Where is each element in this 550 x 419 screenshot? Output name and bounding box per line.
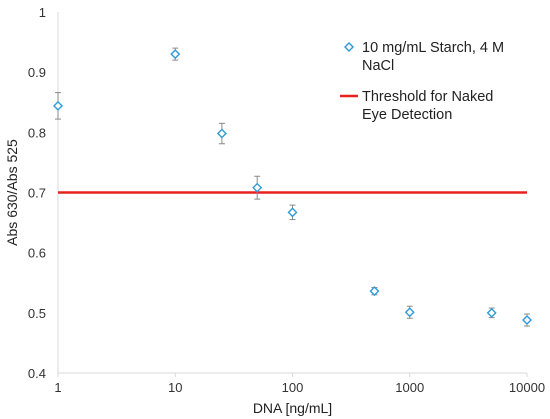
x-axis-label: DNA [ng/mL] <box>253 400 332 416</box>
legend-label-series-line-1: 10 mg/mL Starch, 4 M <box>362 40 504 56</box>
legend-label-threshold-line-1: Threshold for Naked <box>362 89 493 105</box>
legend: 10 mg/mL Starch, 4 M NaCl Threshold for … <box>340 40 504 123</box>
data-points <box>53 49 532 326</box>
x-tick-label: 100 <box>282 380 304 395</box>
x-axis-ticks: 1 10 100 1000 10000 <box>54 373 545 395</box>
data-point <box>522 315 532 326</box>
legend-label-threshold-line-2: Eye Detection <box>362 107 452 123</box>
data-point <box>216 128 227 139</box>
data-point <box>252 182 263 193</box>
data-point <box>287 207 298 218</box>
y-tick-label: 0.5 <box>28 306 46 321</box>
y-tick-label: 0.6 <box>28 246 46 261</box>
y-tick-label: 0.4 <box>28 366 46 381</box>
x-tick-label: 1 <box>54 380 61 395</box>
data-point <box>486 307 497 318</box>
legend-marker-series <box>344 42 354 52</box>
y-tick-label: 1 <box>39 5 46 20</box>
x-tick-label: 1000 <box>395 380 424 395</box>
y-tick-label: 0.8 <box>28 125 46 140</box>
y-axis-ticks: 0.4 0.5 0.6 0.7 0.8 0.9 1 <box>28 5 46 381</box>
data-point <box>404 307 415 318</box>
x-tick-label: 10 <box>168 380 182 395</box>
y-tick-label: 0.9 <box>28 65 46 80</box>
data-point <box>369 286 380 297</box>
x-tick-label: 10000 <box>509 380 545 395</box>
y-tick-label: 0.7 <box>28 186 46 201</box>
legend-label-series-line-2: NaCl <box>362 58 394 74</box>
data-point <box>170 49 181 60</box>
data-point <box>53 100 63 111</box>
y-axis-label: Abs 630/Abs 525 <box>4 139 20 246</box>
